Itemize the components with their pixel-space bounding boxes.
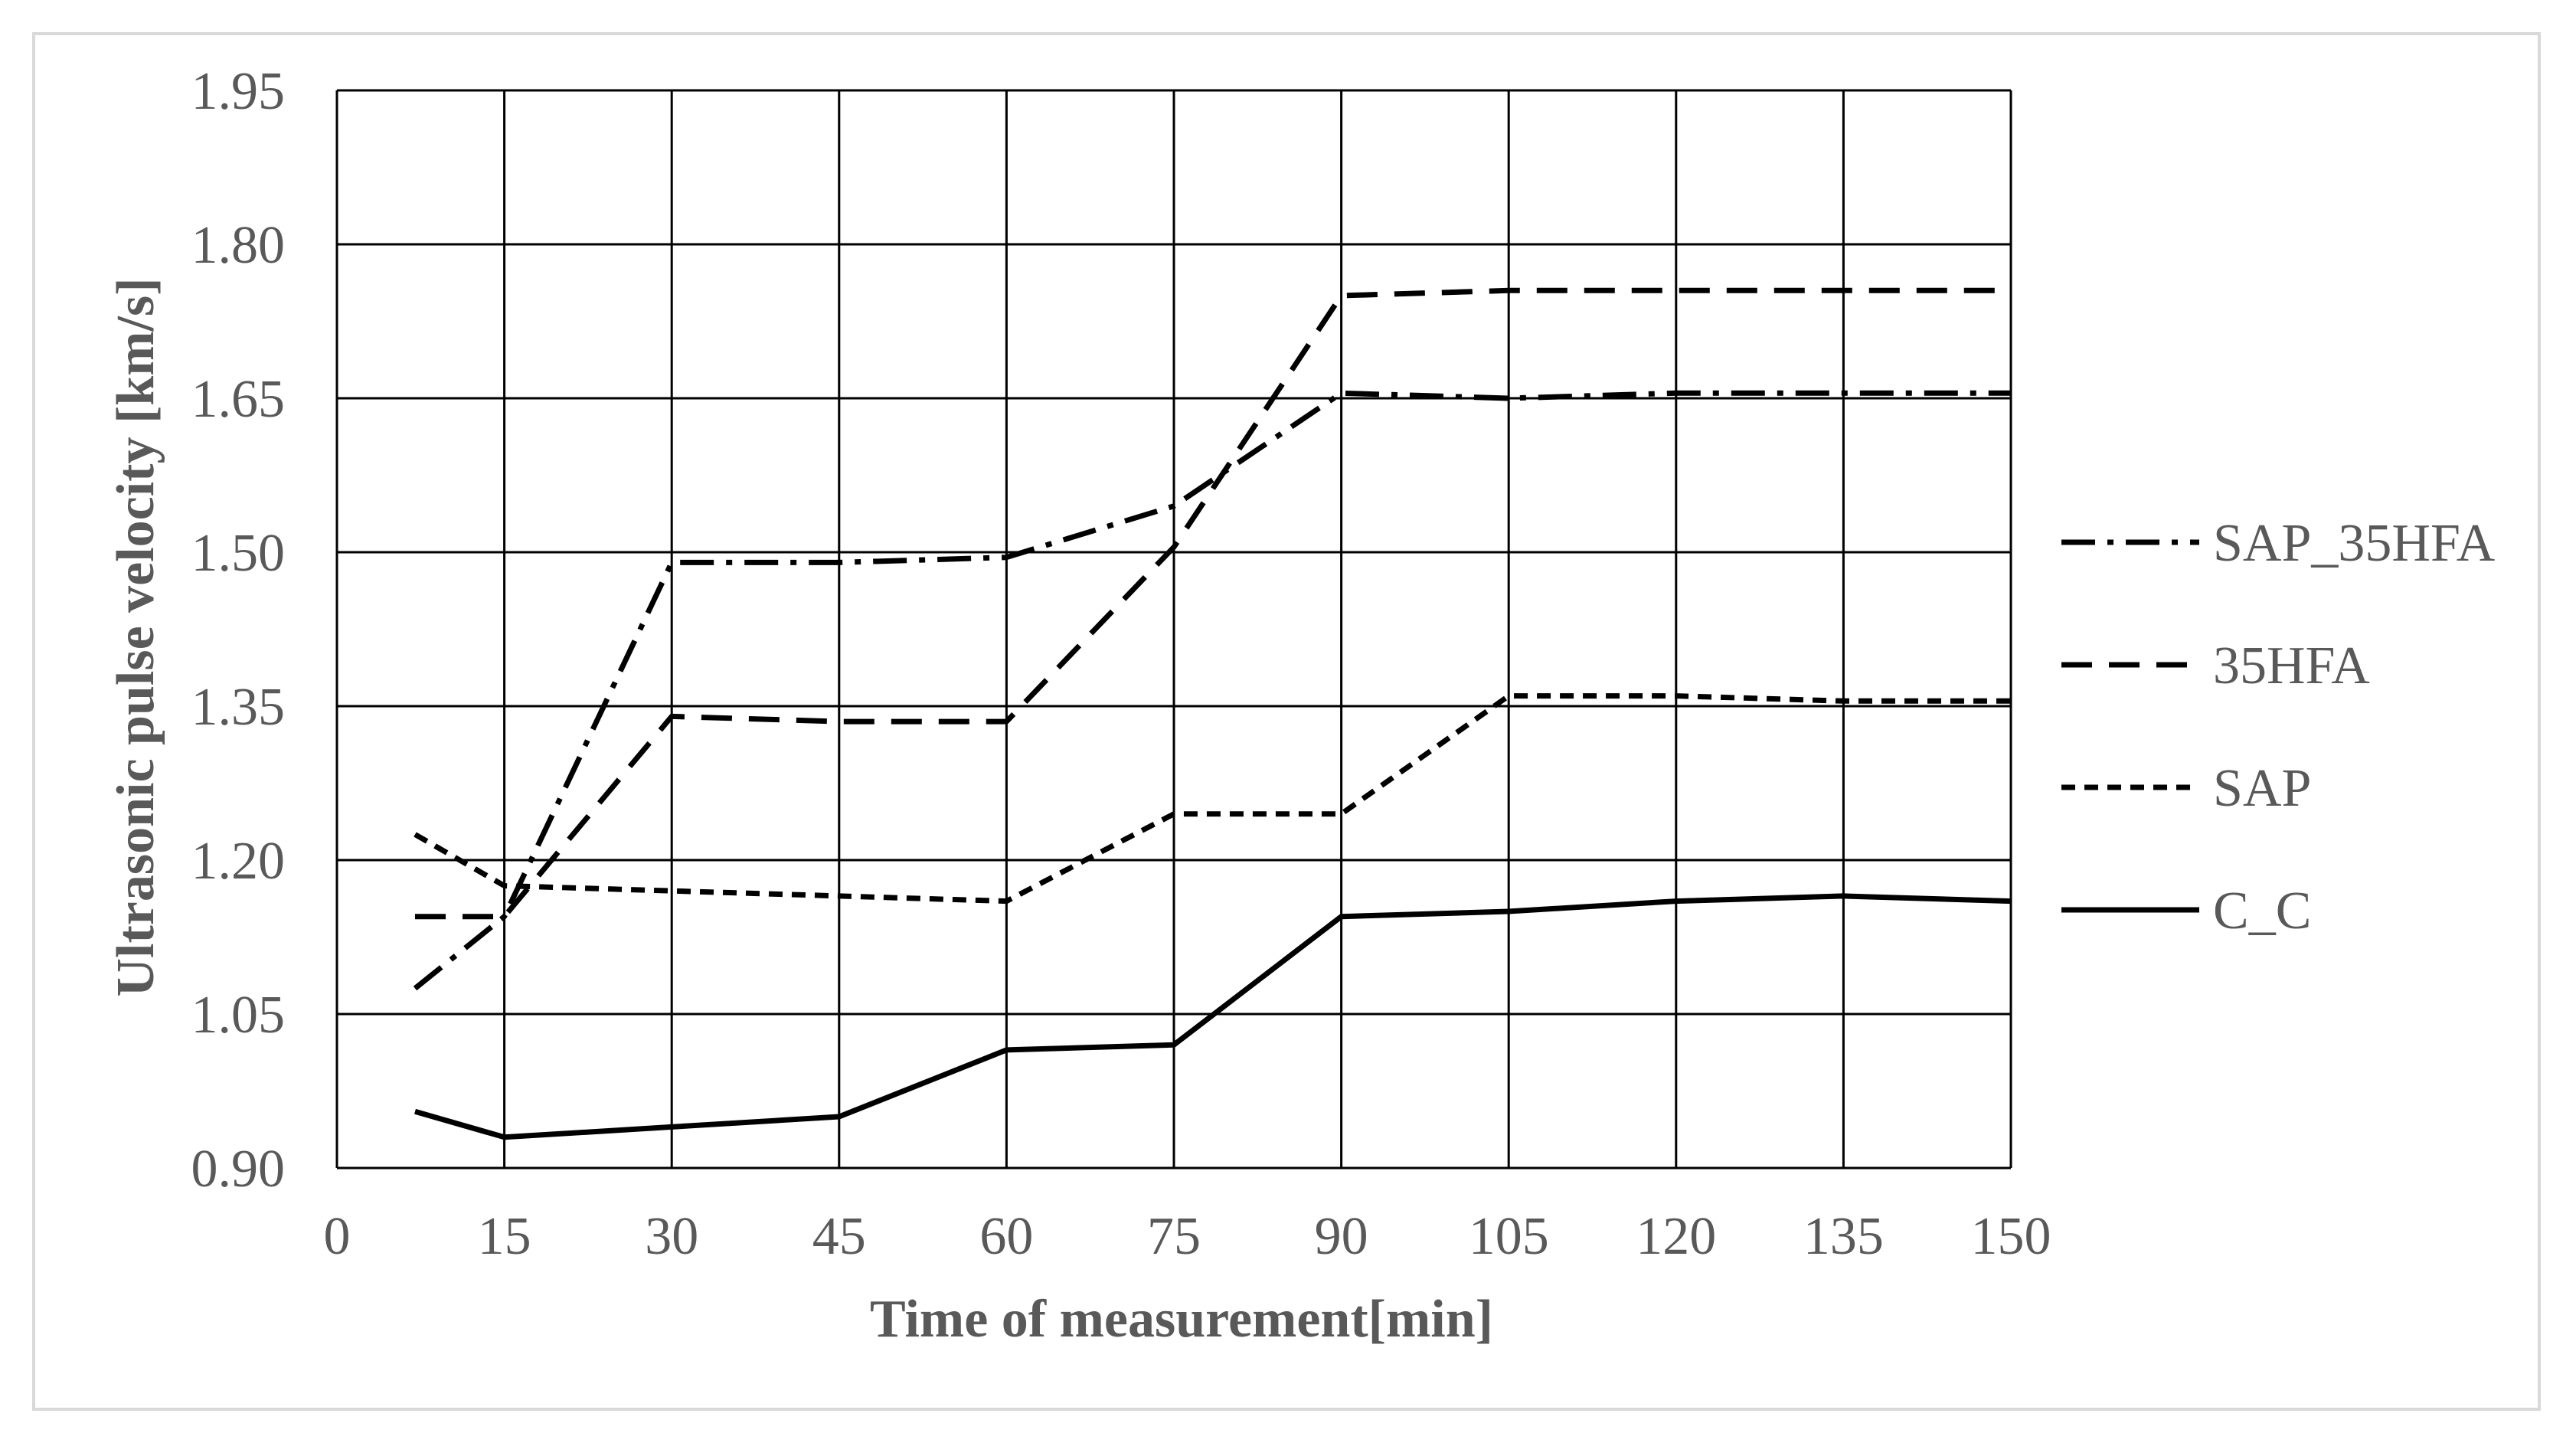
x-tick-label: 135 — [1803, 1207, 1884, 1266]
y-tick-label: 1.95 — [191, 62, 286, 121]
x-tick-label: 30 — [645, 1207, 698, 1266]
x-tick-label: 60 — [979, 1207, 1033, 1266]
y-tick-label: 1.50 — [191, 524, 286, 583]
x-tick-label: 105 — [1469, 1207, 1549, 1266]
x-tick-label: 15 — [478, 1207, 531, 1266]
series-lines — [413, 287, 2012, 1140]
x-tick-label: 90 — [1315, 1207, 1368, 1266]
legend-label: C_C — [2213, 882, 2311, 941]
grid — [335, 89, 2012, 1170]
series-line-35hfa — [415, 287, 2011, 920]
y-tick-label: 1.20 — [191, 832, 286, 891]
x-tick-label: 120 — [1636, 1207, 1716, 1266]
y-tick-label: 1.80 — [191, 216, 286, 275]
chart-frame — [32, 32, 2541, 1411]
x-tick-label: 75 — [1147, 1207, 1201, 1266]
x-tick-label: 0 — [324, 1207, 351, 1266]
x-axis-ticks: 0 15 30 45 60 75 90 105 120 135 150 — [324, 1207, 2051, 1266]
y-axis-title: Ultrasonic pulse velocity [km/s] — [106, 277, 165, 996]
series-line-sap-35hfa — [413, 390, 2011, 991]
x-tick-label: 150 — [1971, 1207, 2051, 1266]
x-axis-title: Time of measurement[min] — [870, 1290, 1493, 1349]
legend: SAP_35HFA 35HFA SAP C_C — [2061, 514, 2496, 941]
series-line-sap — [414, 693, 2011, 905]
y-tick-label: 1.65 — [191, 370, 286, 429]
series-line-c-c — [414, 893, 2012, 1140]
y-axis-ticks: 0.90 1.05 1.20 1.35 1.50 1.65 1.80 1.95 — [191, 62, 286, 1199]
y-tick-label: 0.90 — [191, 1140, 286, 1199]
legend-label: 35HFA — [2213, 636, 2370, 695]
legend-label: SAP_35HFA — [2213, 514, 2496, 573]
y-tick-label: 1.35 — [191, 678, 286, 737]
y-tick-label: 1.05 — [191, 986, 286, 1045]
x-tick-label: 45 — [812, 1207, 866, 1266]
legend-label: SAP — [2213, 759, 2311, 818]
